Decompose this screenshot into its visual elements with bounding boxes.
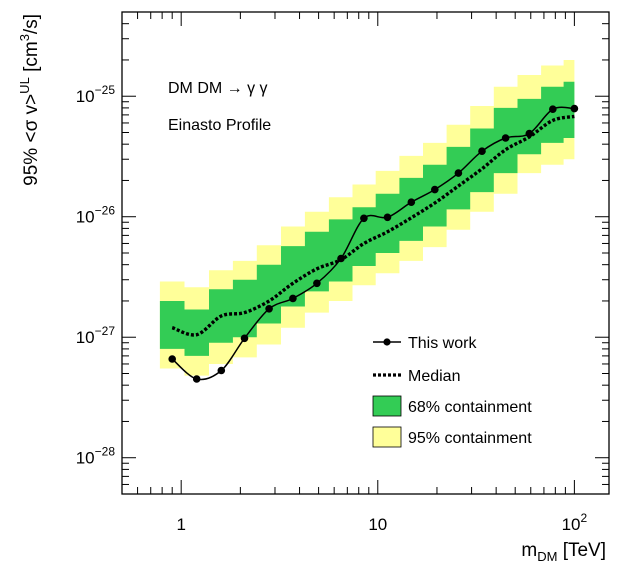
legend-thiswork-marker [383, 338, 391, 346]
this-work-point-15 [525, 129, 534, 138]
annotation-profile: Einasto Profile [168, 117, 271, 134]
legend-68-label: 68% containment [408, 399, 532, 416]
legend: This work Median 68% containment 95% con… [372, 335, 532, 448]
this-work-point-4 [265, 305, 273, 313]
axis-ticks [121, 12, 609, 495]
this-work-point-1 [192, 375, 201, 383]
y-tick-label-3: 10−25 [76, 83, 116, 106]
legend-median-label: Median [408, 368, 460, 385]
x-axis-title: mDM [TeV] [521, 540, 606, 564]
legend-68-swatch [372, 395, 402, 417]
x-tick-label-2: 102 [562, 511, 588, 534]
this-work-point-12 [454, 169, 463, 177]
tick-labels: 1 10 102 10−28 10−27 10−26 10−25 [76, 83, 588, 534]
this-work-point-9 [383, 213, 392, 222]
this-work-point-2 [217, 366, 226, 375]
this-work-point-17 [570, 104, 579, 113]
this-work-point-6 [313, 279, 321, 288]
this-work-point-5 [289, 294, 297, 303]
this-work-point-14 [501, 134, 510, 142]
y-tick-label-2: 10−26 [76, 204, 116, 227]
this-work-point-11 [431, 185, 439, 194]
this-work-point-7 [337, 254, 345, 263]
this-work-point-10 [407, 198, 416, 206]
this-work-point-3 [240, 334, 249, 343]
x-tick-label-1: 10 [368, 515, 387, 534]
median-line [171, 114, 575, 337]
y-tick-label-1: 10−27 [76, 324, 116, 347]
legend-95-swatch [372, 426, 402, 448]
annotation-process: DM DM → γ γ [168, 80, 268, 97]
legend-thiswork-label: This work [408, 335, 477, 352]
this-work-point-0 [168, 355, 176, 363]
data-points [168, 104, 579, 383]
legend-95-label: 95% containment [408, 430, 532, 447]
y-tick-label-0: 10−28 [76, 445, 116, 468]
this-work-point-8 [360, 214, 368, 223]
y-axis-title: 95% <σ v>UL [cm3/s] [17, 14, 42, 186]
x-tick-label-0: 1 [176, 515, 185, 534]
this-work-point-13 [478, 147, 486, 155]
this-work-point-16 [549, 105, 557, 113]
